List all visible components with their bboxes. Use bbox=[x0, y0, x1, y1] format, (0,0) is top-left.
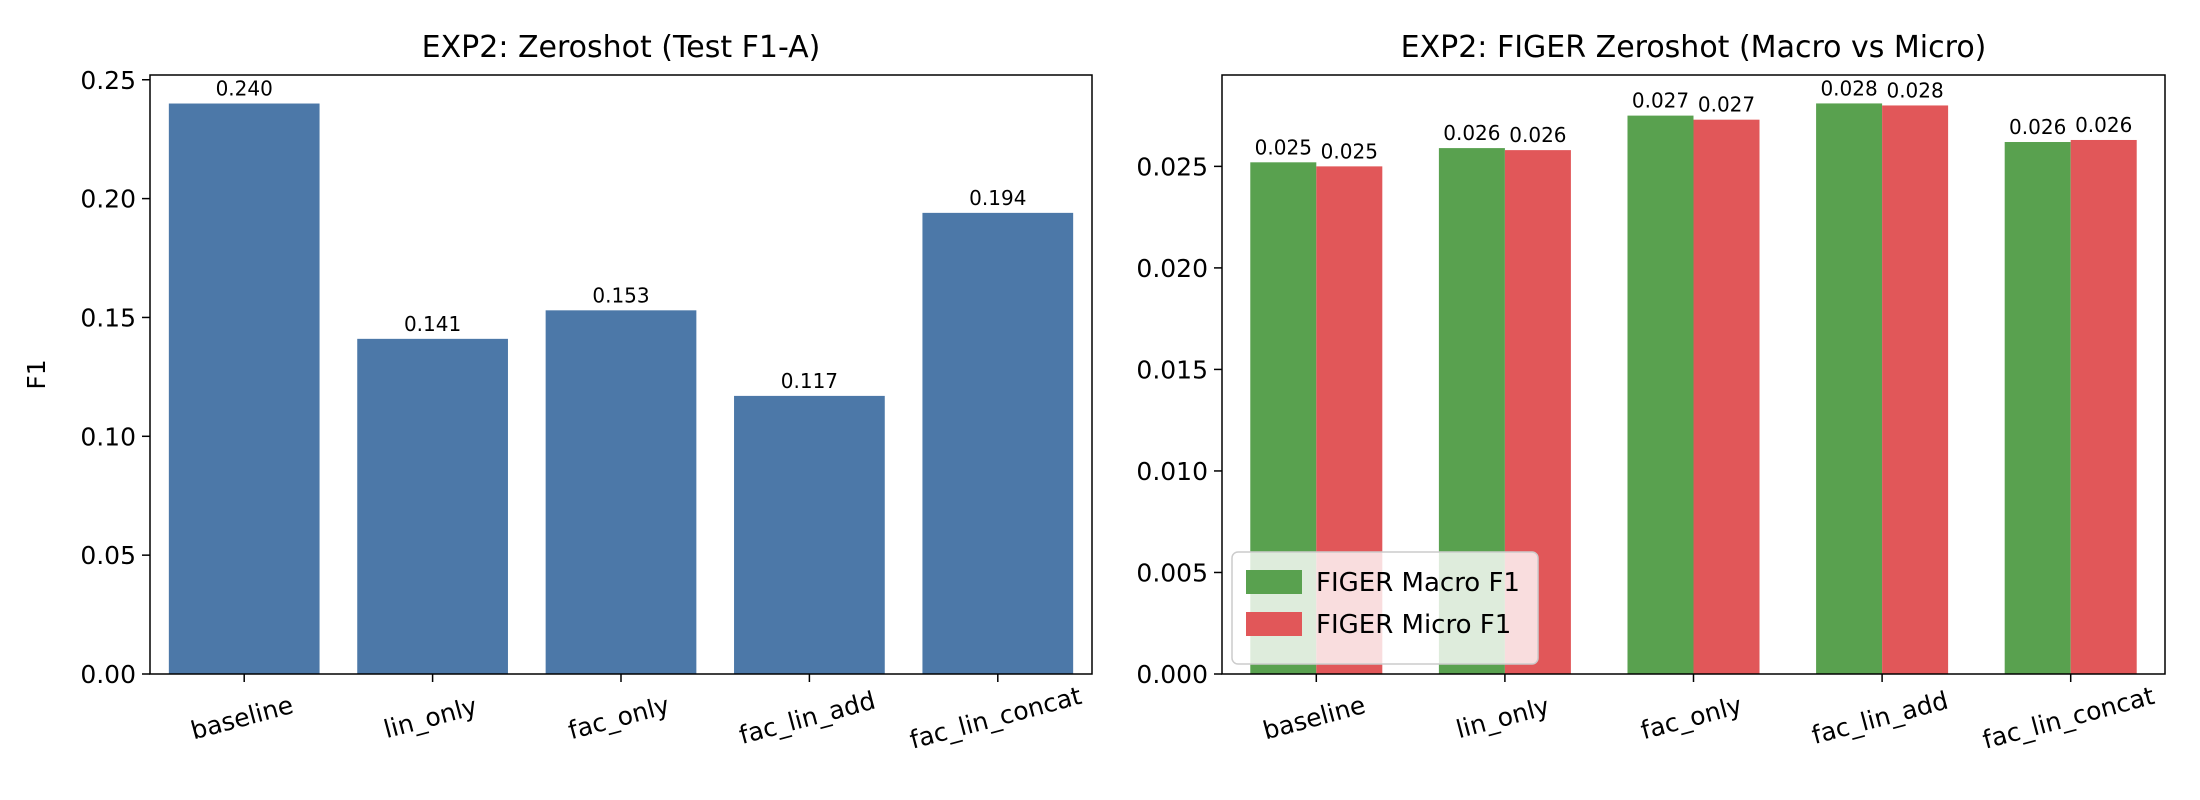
y-tick-label: 0.010 bbox=[1136, 457, 1208, 486]
bar bbox=[734, 395, 885, 674]
x-ticks-group: baseline lin_only fac_only fac_lin_add fac_l… bbox=[188, 674, 1085, 755]
x-tick-label: fac_lin_add bbox=[1809, 686, 1951, 750]
data-label: 0.153 bbox=[592, 283, 649, 307]
y-tick-label: 0.005 bbox=[1136, 558, 1208, 587]
data-label: 0.028 bbox=[1886, 78, 1943, 102]
legend-box bbox=[1231, 551, 1539, 665]
data-label: 0.025 bbox=[1255, 135, 1312, 159]
x-ticks-group: baseline lin_only fac_only fac_lin_add fac_l… bbox=[1260, 674, 2158, 755]
x-tick-label: baseline bbox=[188, 690, 297, 745]
bar bbox=[2070, 139, 2137, 675]
bars-group bbox=[168, 103, 1074, 675]
y-axis-label: F1 bbox=[22, 359, 51, 389]
data-label: 0.026 bbox=[2009, 115, 2066, 139]
chart-panel-figer: EXP2: FIGER Zeroshot (Macro vs Micro) 0.… bbox=[1136, 30, 2166, 755]
x-tick-label: fac_only bbox=[1638, 690, 1745, 745]
bar bbox=[545, 310, 697, 674]
axes-frame bbox=[1221, 74, 2166, 675]
bar bbox=[357, 338, 508, 674]
y-tick-label: 0.00 bbox=[80, 660, 136, 689]
y-tick-label: 0.020 bbox=[1136, 254, 1208, 283]
chart-title: EXP2: FIGER Zeroshot (Macro vs Micro) bbox=[1401, 30, 1987, 65]
data-labels-group: 0.240 0.141 0.153 0.117 0.194 bbox=[216, 77, 1027, 393]
x-tick-label: fac_only bbox=[565, 690, 672, 745]
y-tick-label: 0.015 bbox=[1136, 355, 1208, 384]
x-tick-label: lin_only bbox=[381, 691, 481, 744]
data-label: 0.027 bbox=[1632, 89, 1689, 113]
y-tick-label: 0.20 bbox=[80, 185, 136, 214]
data-label: 0.025 bbox=[1321, 139, 1378, 163]
bar bbox=[1693, 119, 1760, 674]
data-label: 0.240 bbox=[216, 77, 273, 101]
x-tick-label: fac_lin_add bbox=[736, 686, 878, 750]
x-tick-label: baseline bbox=[1260, 690, 1369, 745]
data-label: 0.028 bbox=[1820, 76, 1877, 100]
y-tick-label: 0.10 bbox=[80, 422, 136, 451]
x-tick-label: fac_lin_concat bbox=[1980, 681, 2158, 755]
y-ticks-group: 0.000 0.005 0.010 0.015 0.020 0.025 bbox=[1136, 152, 1222, 689]
y-ticks-group: 0.00 0.05 0.10 0.15 0.20 0.25 bbox=[80, 66, 150, 689]
bar bbox=[1816, 103, 1883, 674]
legend-label: FIGER Micro F1 bbox=[1316, 610, 1511, 640]
y-tick-label: 0.05 bbox=[80, 541, 136, 570]
bar bbox=[922, 212, 1074, 674]
legend-swatch bbox=[1246, 570, 1302, 594]
legend-label: FIGER Macro F1 bbox=[1316, 568, 1520, 598]
bar bbox=[2004, 142, 2071, 674]
chart-panel-zeroshot: EXP2: Zeroshot (Test F1-A) F1 0.240 0.141… bbox=[22, 30, 1093, 755]
x-tick-label: fac_lin_concat bbox=[907, 681, 1085, 755]
y-tick-label: 0.25 bbox=[80, 66, 136, 95]
y-tick-label: 0.15 bbox=[80, 303, 136, 332]
data-label: 0.026 bbox=[1443, 121, 1500, 145]
bar bbox=[1882, 105, 1949, 674]
data-label: 0.026 bbox=[1509, 123, 1566, 147]
bar bbox=[1627, 115, 1694, 674]
chart-title: EXP2: Zeroshot (Test F1-A) bbox=[422, 30, 821, 65]
data-label: 0.027 bbox=[1698, 93, 1755, 117]
data-label: 0.117 bbox=[781, 369, 838, 393]
data-label: 0.141 bbox=[404, 312, 461, 336]
y-tick-label: 0.000 bbox=[1136, 660, 1208, 689]
x-tick-label: lin_only bbox=[1453, 691, 1553, 744]
legend-swatch bbox=[1246, 612, 1302, 636]
y-tick-label: 0.025 bbox=[1136, 152, 1208, 181]
data-labels-group: 0.025 0.025 0.026 0.026 0.027 0.027 0.028 0.028… bbox=[1255, 76, 2133, 163]
data-label: 0.026 bbox=[2075, 113, 2132, 137]
axes-frame bbox=[149, 74, 1093, 675]
legend: FIGER Macro F1 FIGER Micro F1 bbox=[1231, 551, 1539, 665]
data-label: 0.194 bbox=[969, 186, 1026, 210]
bar bbox=[168, 103, 320, 675]
